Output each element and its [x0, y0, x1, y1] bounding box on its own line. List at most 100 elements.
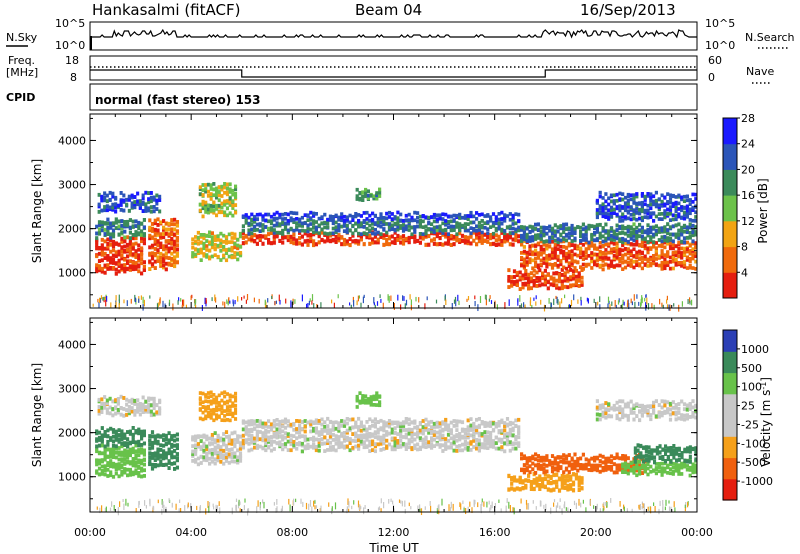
range-cell [556, 240, 560, 245]
range-cell [354, 212, 358, 216]
range-cell [564, 245, 569, 250]
range-cell [601, 244, 605, 248]
range-cell [164, 267, 168, 272]
range-cell [404, 224, 408, 229]
range-cell [663, 469, 667, 473]
range-cell [404, 432, 408, 437]
range-cell [567, 241, 571, 246]
range-cell [255, 419, 259, 423]
range-cell [120, 256, 124, 261]
range-cell [119, 412, 123, 417]
range-cell [416, 425, 420, 429]
scatter-speck [479, 296, 482, 303]
range-cell [489, 442, 493, 447]
range-cell [640, 463, 644, 468]
range-cell [607, 196, 611, 201]
cpid-mode-text: normal (fast stereo) 153 [95, 93, 261, 107]
range-cell [542, 466, 546, 471]
scatter-speck [580, 300, 582, 306]
range-cell [550, 226, 555, 231]
range-cell [106, 254, 110, 258]
range-cell [584, 457, 588, 462]
range-cell [149, 205, 153, 210]
range-cell [486, 437, 490, 442]
range-cell [342, 435, 347, 439]
range-cell [556, 243, 560, 247]
range-cell [142, 218, 146, 222]
range-cell [529, 271, 533, 276]
range-cell [133, 402, 137, 406]
range-cell [230, 231, 234, 236]
range-cell [580, 486, 584, 491]
range-cell [109, 266, 113, 270]
range-cell [170, 256, 174, 261]
colorbar-segment [723, 220, 737, 248]
range-cell [677, 452, 681, 458]
range-cell [432, 212, 436, 217]
range-cell [677, 207, 681, 211]
range-cell [105, 204, 109, 209]
range-cell [306, 226, 310, 231]
frequency-panel: Freq. [MHz] 18 8 60 0 Nave [6, 54, 774, 84]
range-cell [655, 445, 659, 451]
range-cell [241, 427, 245, 432]
range-cell [421, 214, 425, 218]
range-cell [503, 441, 507, 446]
range-cell [621, 205, 625, 209]
range-cell [201, 214, 205, 219]
range-cell [120, 431, 124, 436]
range-cell [351, 425, 355, 430]
range-cell [444, 241, 448, 246]
range-cell [306, 242, 310, 247]
range-cell [593, 238, 597, 243]
range-cell [508, 235, 512, 240]
range-cell [472, 445, 476, 449]
range-cell [351, 233, 355, 238]
range-cell [116, 397, 120, 401]
range-cell [640, 266, 644, 271]
range-cell [140, 221, 144, 226]
range-cell [213, 445, 217, 450]
range-cell [199, 235, 203, 239]
range-cell [514, 418, 518, 423]
range-cell [435, 219, 439, 224]
scatter-speck [126, 300, 128, 307]
range-cell [623, 238, 628, 243]
range-cell [396, 236, 400, 241]
range-cell [122, 413, 126, 418]
range-cell [680, 208, 684, 213]
range-cell [138, 404, 142, 409]
range-cell [612, 211, 616, 215]
range-cell [131, 432, 135, 437]
range-cell [685, 225, 689, 230]
range-cell [407, 417, 411, 422]
range-cell [103, 395, 107, 399]
scatter-speck [458, 300, 460, 306]
range-cell [677, 254, 681, 259]
range-cell [224, 430, 229, 434]
range-cell [550, 231, 555, 236]
range-cell [202, 444, 206, 448]
range-cell [407, 441, 411, 445]
range-cell [491, 220, 496, 225]
range-cell [604, 215, 608, 219]
range-cell [418, 240, 422, 245]
range-cell [312, 214, 316, 218]
range-cell [131, 242, 135, 247]
range-cell [357, 239, 361, 244]
range-cell [105, 398, 109, 403]
range-cell [105, 410, 109, 415]
scatter-speck [274, 301, 276, 306]
range-cell [223, 414, 227, 418]
range-cell [511, 222, 515, 226]
range-cell [604, 238, 608, 243]
range-cell [564, 251, 569, 256]
range-cell [153, 241, 157, 246]
range-cell [660, 217, 664, 221]
range-cell [317, 223, 321, 228]
range-cell [103, 467, 107, 472]
range-cell [550, 465, 555, 470]
range-cell [539, 239, 543, 244]
range-cell [458, 222, 462, 226]
range-cell [201, 202, 205, 206]
